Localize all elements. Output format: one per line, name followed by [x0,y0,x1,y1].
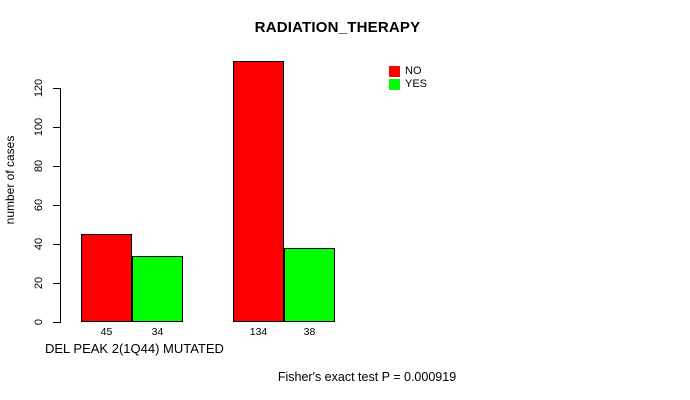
y-tick-label: 60 [33,198,45,212]
bar-value-label: 34 [151,326,164,338]
y-tick-label: 20 [33,276,45,290]
bar-value-label: 134 [249,326,268,338]
legend-swatch-no [389,66,400,77]
y-tick [53,127,60,128]
legend-swatch-yes [389,79,400,90]
bar-yes-group1 [132,256,183,322]
stats-footnote: Fisher's exact test P = 0.000919 [277,370,457,384]
y-tick [53,283,60,284]
y-axis-label: number of cases [3,135,17,225]
chart-title: RADIATION_THERAPY [254,19,421,36]
y-tick-label: 80 [33,159,45,173]
bar-no-group2 [233,61,284,322]
legend-item-yes: YES [389,78,427,91]
y-tick-label: 120 [33,78,45,98]
y-tick-label: 40 [33,237,45,251]
bar-value-label: 45 [100,326,113,338]
bar-value-label: 38 [303,326,316,338]
y-tick [53,205,60,206]
y-tick [53,244,60,245]
legend-item-no: NO [389,65,427,78]
bar-no-group1 [81,234,132,322]
y-tick [53,166,60,167]
legend-label: YES [405,78,428,90]
y-axis-line [60,88,61,323]
y-tick [53,322,60,323]
y-tick-label: 100 [33,117,45,137]
y-tick [53,88,60,89]
y-tick-label: 0 [33,318,45,326]
legend: NO YES [389,65,427,91]
legend-label: NO [405,65,422,77]
x-axis-label: DEL PEAK 2(1Q44) MUTATED [45,341,224,356]
bar-yes-group2 [284,248,335,322]
